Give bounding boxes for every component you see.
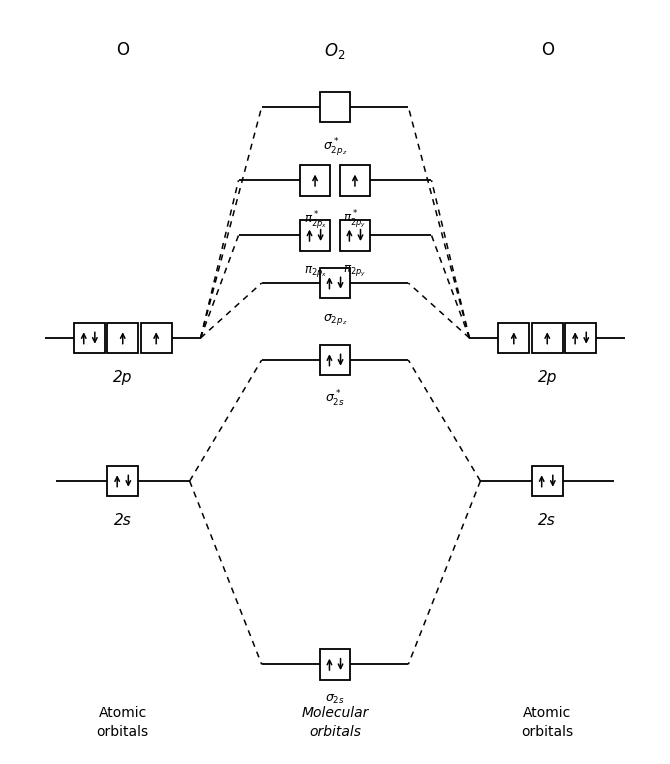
- Bar: [107, 465, 138, 497]
- Text: 2s: 2s: [539, 513, 556, 528]
- Text: $\sigma_{2p_z}$: $\sigma_{2p_z}$: [323, 312, 347, 326]
- Bar: [340, 220, 371, 251]
- Bar: [320, 649, 350, 680]
- Text: $\sigma^*_{2p_z}$: $\sigma^*_{2p_z}$: [323, 135, 347, 157]
- Text: $\sigma_{2s}$: $\sigma_{2s}$: [325, 693, 345, 706]
- Bar: [141, 322, 172, 354]
- Text: $\pi_{2p_x}$: $\pi_{2p_x}$: [304, 264, 326, 279]
- Text: $\pi_{2p_y}$: $\pi_{2p_y}$: [344, 264, 366, 279]
- Bar: [532, 465, 563, 497]
- Bar: [74, 322, 105, 354]
- Text: 2s: 2s: [114, 513, 131, 528]
- Text: O: O: [541, 41, 554, 59]
- Bar: [565, 322, 596, 354]
- Bar: [320, 345, 350, 375]
- Bar: [532, 322, 563, 354]
- Bar: [299, 165, 330, 196]
- Text: $\pi^*_{2p_y}$: $\pi^*_{2p_y}$: [344, 209, 366, 231]
- Bar: [299, 220, 330, 251]
- Text: $\sigma^*_{2s}$: $\sigma^*_{2s}$: [325, 389, 345, 409]
- Text: 2p: 2p: [537, 370, 557, 384]
- Bar: [340, 165, 371, 196]
- Text: O: O: [116, 41, 129, 59]
- Text: $O_2$: $O_2$: [324, 41, 346, 61]
- Text: Atomic
orbitals: Atomic orbitals: [521, 706, 574, 739]
- Bar: [320, 92, 350, 122]
- Text: $\pi^*_{2p_x}$: $\pi^*_{2p_x}$: [304, 209, 326, 231]
- Bar: [320, 267, 350, 299]
- Text: Molecular
orbitals: Molecular orbitals: [302, 706, 368, 739]
- Text: Atomic
orbitals: Atomic orbitals: [96, 706, 149, 739]
- Bar: [498, 322, 529, 354]
- Bar: [107, 322, 138, 354]
- Text: 2p: 2p: [113, 370, 133, 384]
